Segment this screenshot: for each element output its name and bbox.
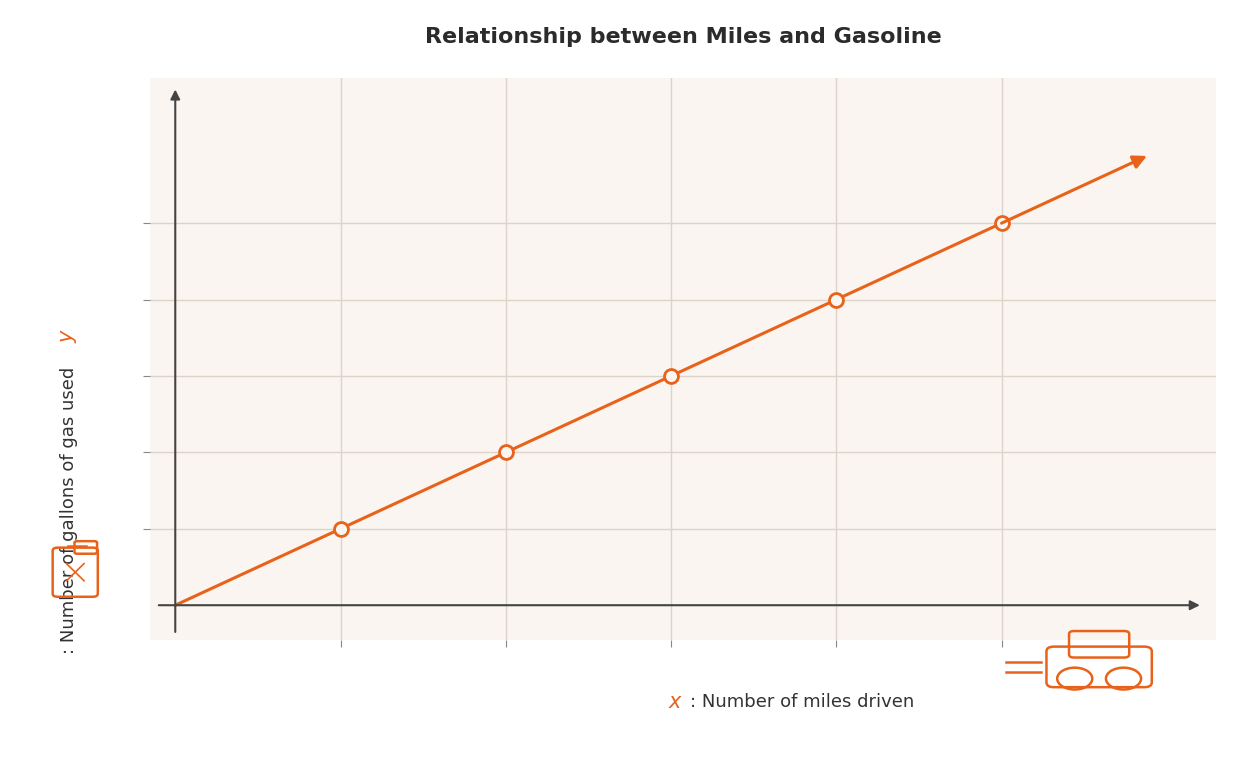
Title: Relationship between Miles and Gasoline: Relationship between Miles and Gasoline — [425, 27, 942, 48]
Text: : Number of gallons of gas used: : Number of gallons of gas used — [60, 367, 78, 654]
Text: : Number of miles driven: : Number of miles driven — [690, 693, 914, 711]
Text: $\mathit{y}$: $\mathit{y}$ — [59, 328, 79, 343]
Text: $\mathit{x}$: $\mathit{x}$ — [668, 692, 683, 712]
